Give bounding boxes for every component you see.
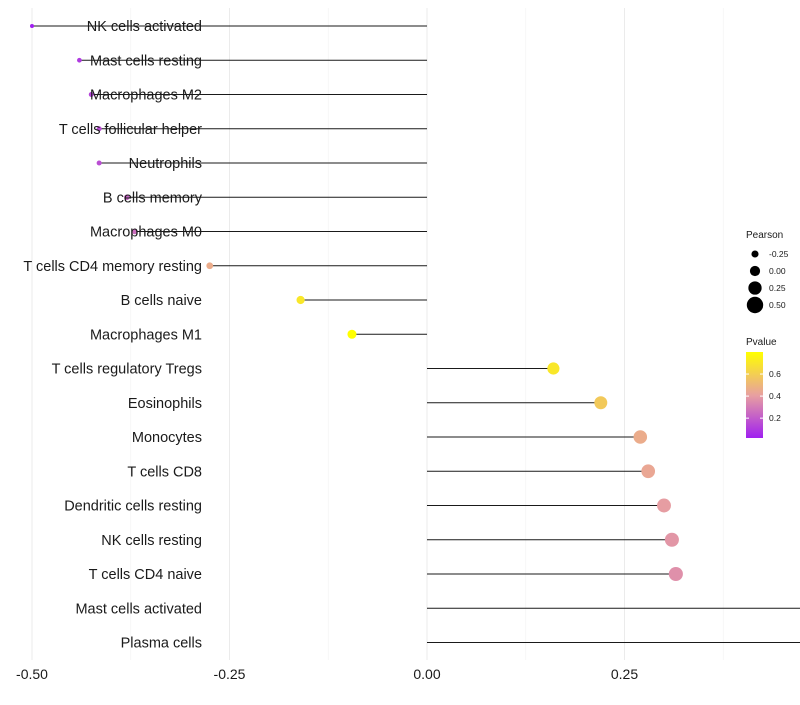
point-2	[88, 92, 94, 97]
legend-pvalue-label: 0.4	[769, 391, 781, 401]
point-13	[641, 464, 656, 479]
point-16	[668, 566, 683, 582]
category-label: T cells CD4 memory resting	[23, 259, 202, 275]
point-0	[30, 24, 34, 28]
legend-pearson-key	[749, 265, 761, 277]
x-tick-label: 0.25	[611, 666, 638, 682]
category-label: T cells regulatory Tregs	[52, 362, 202, 378]
point-14	[657, 498, 671, 513]
x-axis-ticks: -0.50-0.250.000.250.500.75	[16, 666, 638, 682]
category-label: Neutrophils	[129, 156, 202, 172]
legend-pearson-label: 0.50	[769, 300, 786, 310]
point-8	[296, 295, 305, 305]
point-10	[547, 362, 560, 375]
point-15	[664, 532, 679, 547]
legend-pearson-label: 0.25	[769, 283, 786, 293]
point-6	[131, 228, 138, 235]
category-label: NK cells activated	[87, 19, 202, 35]
pvalue-colorbar	[746, 352, 763, 438]
legend-pvalue: Pvalue 0.6 0.4 0.2	[746, 337, 781, 438]
category-label: NK cells resting	[101, 533, 202, 549]
x-tick-label: 0.00	[413, 666, 440, 682]
points	[30, 24, 683, 582]
category-label: B cells memory	[103, 190, 203, 206]
legend-pearson-label: 0.00	[769, 266, 786, 276]
x-tick-label: -0.25	[214, 666, 246, 682]
point-1	[77, 57, 82, 63]
category-label: T cells CD8	[127, 464, 202, 480]
legend-pearson-key	[746, 296, 764, 314]
category-label: Macrophages M0	[90, 225, 202, 241]
point-11	[594, 396, 608, 410]
category-labels: NK cells activated Mast cells resting Macr…	[23, 19, 202, 652]
point-5	[124, 194, 130, 200]
point-3	[96, 126, 102, 132]
category-label: Mast cells resting	[90, 53, 202, 69]
point-4	[96, 160, 102, 166]
legend-pearson-label: -0.25	[769, 249, 789, 259]
category-label: Mast cells activated	[75, 601, 202, 617]
legend-pvalue-label: 0.6	[769, 369, 781, 379]
category-label: Plasma cells	[121, 636, 202, 652]
category-label: Eosinophils	[128, 396, 202, 412]
category-label: Macrophages M2	[90, 88, 202, 104]
stems	[32, 25, 800, 643]
point-9	[347, 329, 357, 339]
point-7	[206, 262, 214, 270]
point-12	[633, 430, 648, 444]
legend-pearson: Pearson -0.25 0.00 0.25 0.50	[746, 230, 789, 314]
legend-pvalue-title: Pvalue	[746, 337, 777, 348]
legend-pearson-title: Pearson	[746, 230, 783, 241]
x-tick-label: -0.50	[16, 666, 48, 682]
category-label: B cells naive	[121, 293, 202, 309]
legend-pearson-key	[748, 281, 762, 295]
category-label: T cells CD4 naive	[89, 567, 202, 583]
legend-pvalue-label: 0.2	[769, 413, 781, 423]
legend-pearson-key	[751, 250, 759, 258]
category-label: Monocytes	[132, 430, 202, 446]
category-label: Macrophages M1	[90, 327, 202, 343]
category-label: Dendritic cells resting	[64, 499, 202, 515]
category-label: T cells follicular helper	[59, 122, 202, 138]
